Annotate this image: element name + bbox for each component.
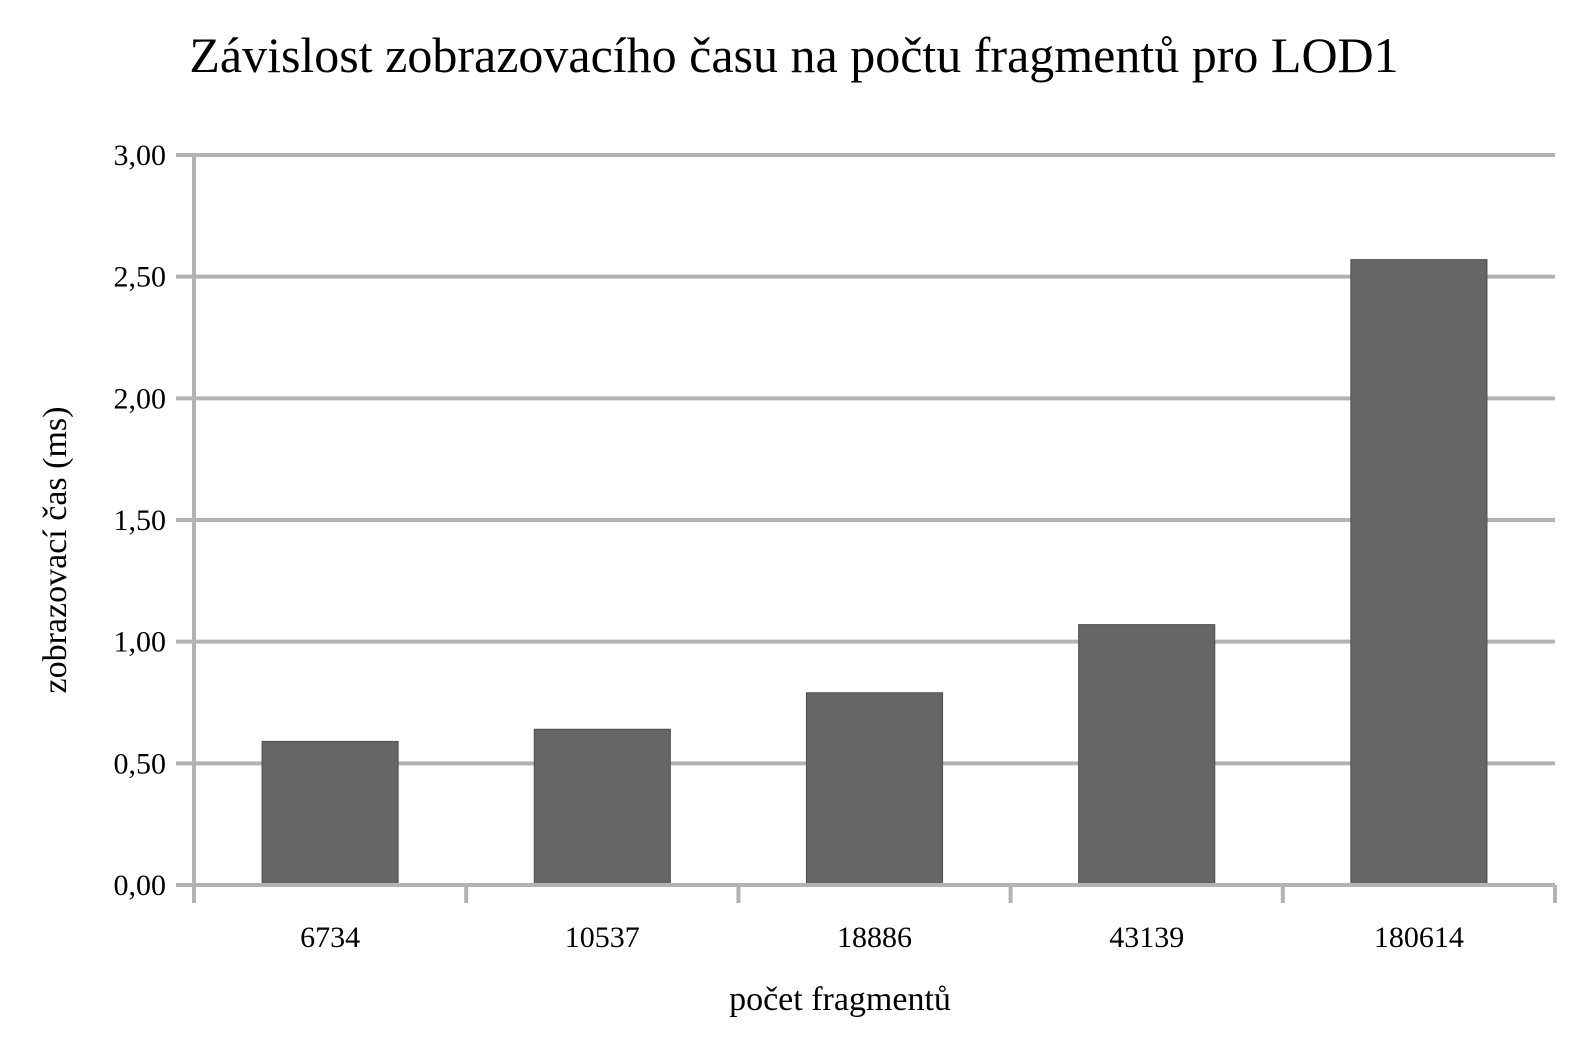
chart-title: Závislost zobrazovacího času na počtu fr… <box>189 27 1398 83</box>
x-tick-label: 43139 <box>1109 921 1184 954</box>
x-tick-labels: 6734 10537 18886 43139 180614 <box>300 921 1464 954</box>
y-tick-label: 1,50 <box>114 504 167 537</box>
x-tick-label: 18886 <box>837 921 912 954</box>
axes <box>176 153 1557 903</box>
bars <box>261 259 1488 886</box>
y-tick-label: 0,00 <box>114 869 167 902</box>
y-tick-labels: 0,00 0,50 1,00 1,50 2,00 2,50 3,00 <box>114 139 167 902</box>
x-tick-label: 6734 <box>300 921 360 954</box>
y-tick-label: 2,00 <box>114 382 167 415</box>
y-tick-label: 3,00 <box>114 139 167 172</box>
gridlines <box>194 153 1555 766</box>
bar <box>261 740 399 886</box>
bar <box>805 692 944 886</box>
y-tick-label: 1,00 <box>114 626 167 659</box>
x-axis-title: počet fragmentů <box>729 981 951 1018</box>
bar <box>1350 259 1488 886</box>
y-tick-label: 2,50 <box>114 261 167 294</box>
x-tick-label: 180614 <box>1374 921 1464 954</box>
bar <box>533 728 671 886</box>
y-axis-title: zobrazovací čas (ms) <box>37 407 74 694</box>
x-tick-label: 10537 <box>565 921 640 954</box>
y-tick-label: 0,50 <box>114 747 167 780</box>
bar <box>1078 624 1216 886</box>
